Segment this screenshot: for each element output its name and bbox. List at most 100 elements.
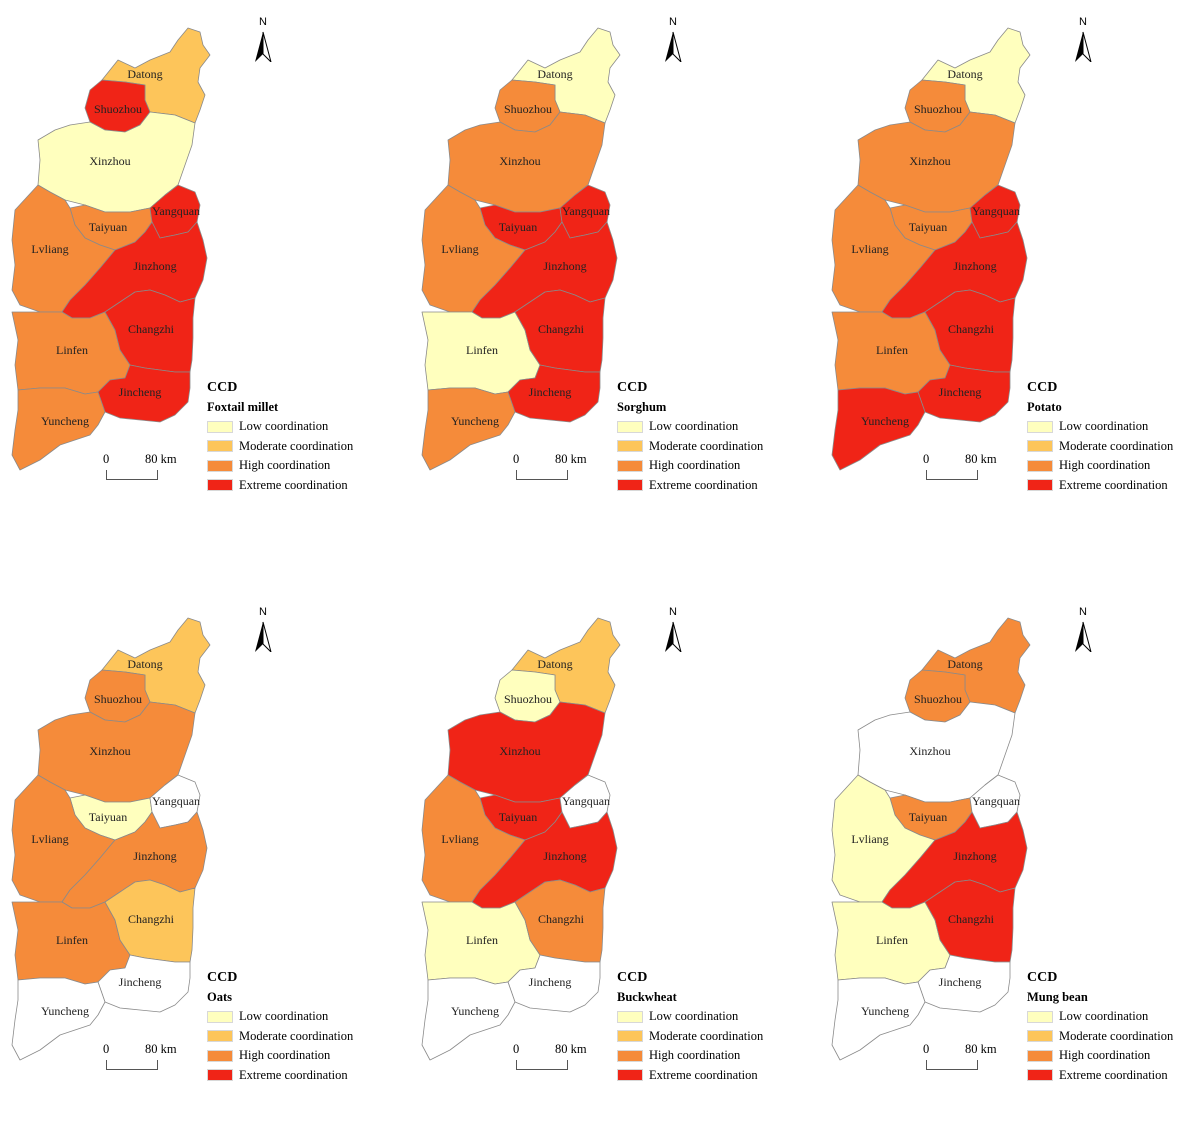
region-yuncheng [421, 977, 516, 1061]
region-label: Shuozhou [914, 692, 962, 706]
scale-line [516, 470, 568, 480]
legend-swatch [617, 440, 643, 453]
region-label: Shuozhou [914, 102, 962, 116]
legend-swatch [617, 1069, 643, 1082]
crop-name: Potato [1027, 400, 1062, 414]
region-yuncheng [11, 977, 106, 1061]
legend-item-high: High coordination [1027, 1046, 1173, 1066]
region-label: Yangquan [152, 794, 200, 808]
north-arrow: N [1071, 16, 1095, 62]
north-arrow: N [661, 16, 685, 62]
legend-label: High coordination [649, 1048, 741, 1062]
region-jincheng [97, 954, 191, 1013]
legend-item-high: High coordination [617, 1046, 763, 1066]
region-label: Jinzhong [543, 849, 586, 863]
scale-line [926, 1060, 978, 1070]
province-map: Datong Shuozhou Xinzhou Taiyuan Yangquan Lvli… [421, 617, 621, 1061]
legend-item-extreme: Extreme coordination [617, 476, 763, 496]
legend-label: High coordination [239, 458, 331, 472]
legend-item-moderate: Moderate coordination [1027, 437, 1173, 457]
legend-item-extreme: Extreme coordination [207, 1066, 353, 1086]
legend-swatch [617, 459, 643, 472]
scale-zero: 0 [923, 1042, 930, 1056]
region-label: Lvliang [31, 832, 68, 846]
region-label: Changzhi [948, 322, 995, 336]
legend-title: CCD [207, 970, 238, 985]
north-label: N [259, 606, 267, 618]
region-label: Linfen [876, 933, 908, 947]
region-yuncheng [831, 387, 926, 471]
legend-item-moderate: Moderate coordination [207, 437, 353, 457]
legend: CCD Sorghum Low coordination Moderate coord… [617, 379, 763, 495]
scale-km: 80 km [145, 1042, 177, 1056]
legend-label: Moderate coordination [1059, 438, 1174, 453]
legend-item-extreme: Extreme coordination [207, 476, 353, 496]
north-label: N [1079, 606, 1087, 618]
scale-zero: 0 [513, 1042, 520, 1056]
scale-km: 80 km [965, 452, 997, 466]
legend-swatch [617, 420, 643, 433]
legend-item-moderate: Moderate coordination [617, 437, 763, 457]
region-label: Jinzhong [543, 259, 586, 273]
north-arrow-icon [1075, 31, 1092, 62]
legend: CCD Potato Low coordination Moderate coordi… [1027, 379, 1173, 495]
region-label: Jincheng [939, 385, 982, 399]
map-panel: Datong Shuozhou Xinzhou Taiyuan Yangquan Lvli… [0, 590, 394, 1133]
legend-title: CCD [617, 380, 648, 395]
legend-label: Low coordination [239, 1009, 329, 1023]
region-label: Jincheng [119, 385, 162, 399]
north-arrow-icon [665, 621, 682, 652]
region-label: Yuncheng [41, 1004, 89, 1018]
region-label: Yangquan [562, 794, 610, 808]
legend-item-low: Low coordination [617, 417, 763, 437]
region-label: Lvliang [441, 242, 478, 256]
region-label: Lvliang [441, 832, 478, 846]
north-arrow: N [251, 606, 275, 652]
legend-swatch [207, 1069, 233, 1082]
legend-swatch [1027, 420, 1053, 433]
crop-name: Sorghum [617, 400, 667, 414]
legend-swatch [207, 459, 233, 472]
legend-label: Extreme coordination [239, 1067, 348, 1082]
region-label: Changzhi [128, 912, 175, 926]
region-label: Taiyuan [499, 220, 537, 234]
province-map: Datong Shuozhou Xinzhou Taiyuan Yangquan Lvli… [831, 27, 1031, 471]
legend-swatch [617, 1049, 643, 1062]
region-label: Yuncheng [451, 1004, 499, 1018]
region-label: Changzhi [948, 912, 995, 926]
north-arrow-icon [1075, 621, 1092, 652]
crop-name: Mung bean [1027, 990, 1088, 1004]
map-panel: Datong Shuozhou Xinzhou Taiyuan Yangquan Lvli… [410, 590, 804, 1133]
region-label: Jinzhong [953, 849, 996, 863]
region-label: Datong [947, 657, 982, 671]
legend-title: CCD [207, 380, 238, 395]
region-label: Shuozhou [504, 102, 552, 116]
region-label: Taiyuan [89, 810, 127, 824]
legend-item-low: Low coordination [207, 1007, 353, 1027]
region-label: Yangquan [152, 204, 200, 218]
legend-label: Moderate coordination [649, 438, 764, 453]
north-label: N [1079, 16, 1087, 28]
region-label: Linfen [466, 343, 498, 357]
map-panel: Datong Shuozhou Xinzhou Taiyuan Yangquan Lvli… [820, 590, 1183, 1133]
region-label: Linfen [56, 343, 88, 357]
scale-bar: 0 80 km [100, 452, 190, 486]
legend-label: Extreme coordination [1059, 477, 1168, 492]
region-label: Taiyuan [909, 810, 947, 824]
region-label: Jinzhong [953, 259, 996, 273]
legend-item-extreme: Extreme coordination [1027, 1066, 1173, 1086]
region-jincheng [917, 954, 1011, 1013]
region-label: Shuozhou [94, 692, 142, 706]
region-label: Lvliang [851, 242, 888, 256]
legend-label: High coordination [1059, 458, 1151, 472]
scale-line [106, 1060, 158, 1070]
legend-swatch [1027, 1010, 1053, 1023]
scale-line [106, 470, 158, 480]
legend-swatch [1027, 1049, 1053, 1062]
region-label: Shuozhou [94, 102, 142, 116]
legend-label: High coordination [239, 1048, 331, 1062]
crop-name: Foxtail millet [207, 400, 279, 414]
province-map: Datong Shuozhou Xinzhou Taiyuan Yangquan Lvli… [11, 27, 211, 471]
region-changzhi [924, 879, 1016, 963]
legend: CCD Buckwheat Low coordination Moderate coo… [617, 969, 763, 1085]
